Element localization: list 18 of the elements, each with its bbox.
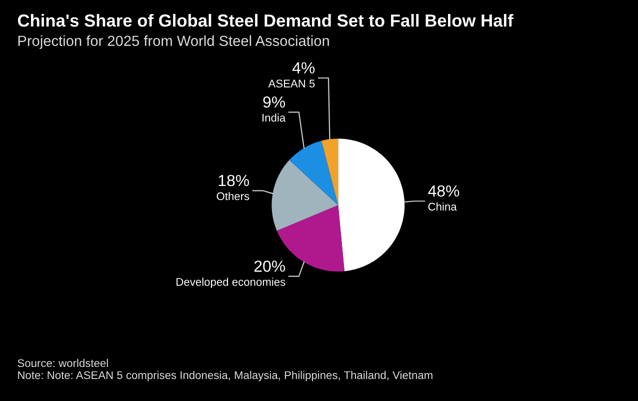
data-label: 4%: [292, 62, 315, 74]
slice-label: Others: [216, 192, 250, 200]
slice-label: China: [428, 202, 457, 211]
data-label: 48%: [428, 185, 460, 197]
slice-label: ASEAN 5: [268, 80, 315, 88]
source-note: Source: worldsteel: [18, 358, 108, 368]
pie-slice: [289, 140, 338, 206]
data-label: 9%: [263, 96, 286, 108]
chart-subtitle: Projection for 2025 from World Steel Association: [18, 35, 329, 49]
text: Note: Note: ASEAN 5 comprises Indonesia, Malaysia, Philippines, Thailand, Vietnam: [18, 370, 432, 382]
slice-label: Developed economies: [176, 278, 286, 288]
chart-title: China's Share of Global Steel Demand Set to Fall Below Half: [18, 14, 514, 27]
slice-label: India: [262, 114, 286, 122]
pie-slice: [338, 138, 405, 272]
pie-slice: [321, 138, 338, 206]
pie-slice: [272, 160, 338, 231]
data-label: 20%: [254, 260, 286, 272]
data-label: 18%: [218, 174, 250, 186]
